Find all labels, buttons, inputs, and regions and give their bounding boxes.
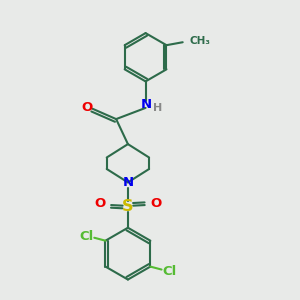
Text: O: O: [82, 101, 93, 114]
Text: H: H: [153, 103, 163, 113]
Text: O: O: [94, 197, 106, 210]
Text: N: N: [122, 176, 134, 189]
Text: O: O: [150, 197, 161, 210]
Text: S: S: [122, 199, 134, 214]
Text: Cl: Cl: [163, 265, 177, 278]
Text: N: N: [141, 98, 152, 111]
Text: CH₃: CH₃: [189, 36, 210, 46]
Text: Cl: Cl: [79, 230, 93, 243]
